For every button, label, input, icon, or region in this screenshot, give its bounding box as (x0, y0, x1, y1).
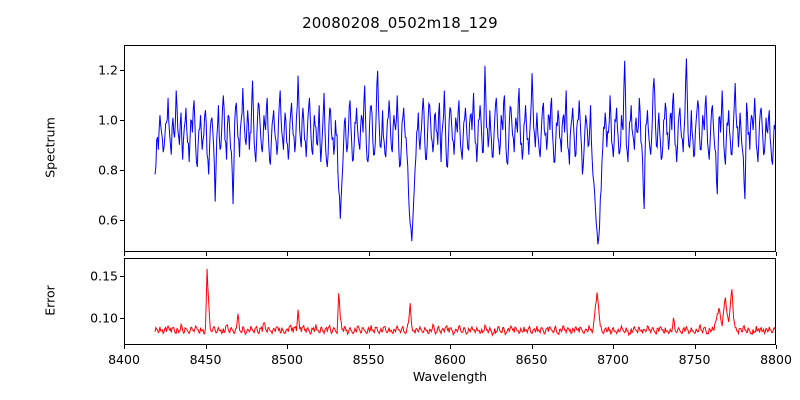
error-y-tick-mark (120, 318, 124, 320)
x-tick-mark (531, 345, 533, 349)
spectrum-y-tick-label: 1.2 (98, 62, 118, 78)
x-tick-label: 8800 (760, 352, 792, 367)
x-tick-label: 8700 (597, 352, 629, 367)
x-tick-label: 8600 (434, 352, 466, 367)
x-tick-mark (287, 345, 289, 349)
spectrum-line (155, 58, 775, 244)
x-tick-label: 8650 (515, 352, 548, 367)
error-y-tick-label: 0.15 (90, 268, 118, 284)
x-tick-mark (694, 345, 696, 349)
spectrum-y-tick-mark (120, 169, 124, 171)
x-tick-mark (613, 345, 615, 349)
error-y-tick-label: 0.10 (90, 310, 118, 326)
spectrum-y-tick-label: 0.8 (98, 162, 118, 178)
spectrum-y-tick-label: 0.6 (98, 212, 118, 228)
error-plot-area (125, 259, 775, 344)
spectrum-plot-area (125, 46, 775, 251)
x-axis-label: Wavelength (412, 369, 488, 384)
error-y-axis-label: Error (42, 284, 58, 316)
spectrum-x-tick-mark (368, 252, 370, 256)
spectrum-x-tick-mark (776, 252, 778, 256)
x-tick-label: 8400 (108, 352, 140, 367)
spectrum-y-tick-mark (120, 119, 124, 121)
x-tick-label: 8500 (271, 352, 303, 367)
error-line (155, 269, 775, 335)
spectrum-x-tick-mark (124, 252, 126, 256)
error-axes (124, 258, 776, 345)
x-tick-label: 8450 (189, 352, 222, 367)
spectrum-x-tick-mark (450, 252, 452, 256)
spectrum-axes (124, 45, 776, 252)
spectrum-x-tick-mark (694, 252, 696, 256)
spectrum-x-tick-mark (205, 252, 207, 256)
x-tick-mark (205, 345, 207, 349)
spectrum-y-axis-label: Spectrum (42, 116, 58, 178)
x-tick-mark (450, 345, 452, 349)
spectrum-x-tick-mark (531, 252, 533, 256)
spectrum-y-tick-label: 1.0 (98, 112, 118, 128)
x-tick-mark (776, 345, 778, 349)
spectrum-y-tick-mark (120, 69, 124, 72)
x-tick-label: 8550 (352, 352, 385, 367)
spectrum-x-tick-mark (287, 252, 289, 256)
spectrum-y-tick-mark (120, 219, 124, 221)
x-tick-label: 8750 (678, 352, 711, 367)
figure-title: 20080208_0502m18_129 (302, 14, 498, 32)
x-tick-mark (124, 345, 126, 349)
spectrum-x-tick-mark (613, 252, 615, 256)
x-tick-mark (368, 345, 370, 349)
error-y-tick-mark (120, 276, 124, 278)
